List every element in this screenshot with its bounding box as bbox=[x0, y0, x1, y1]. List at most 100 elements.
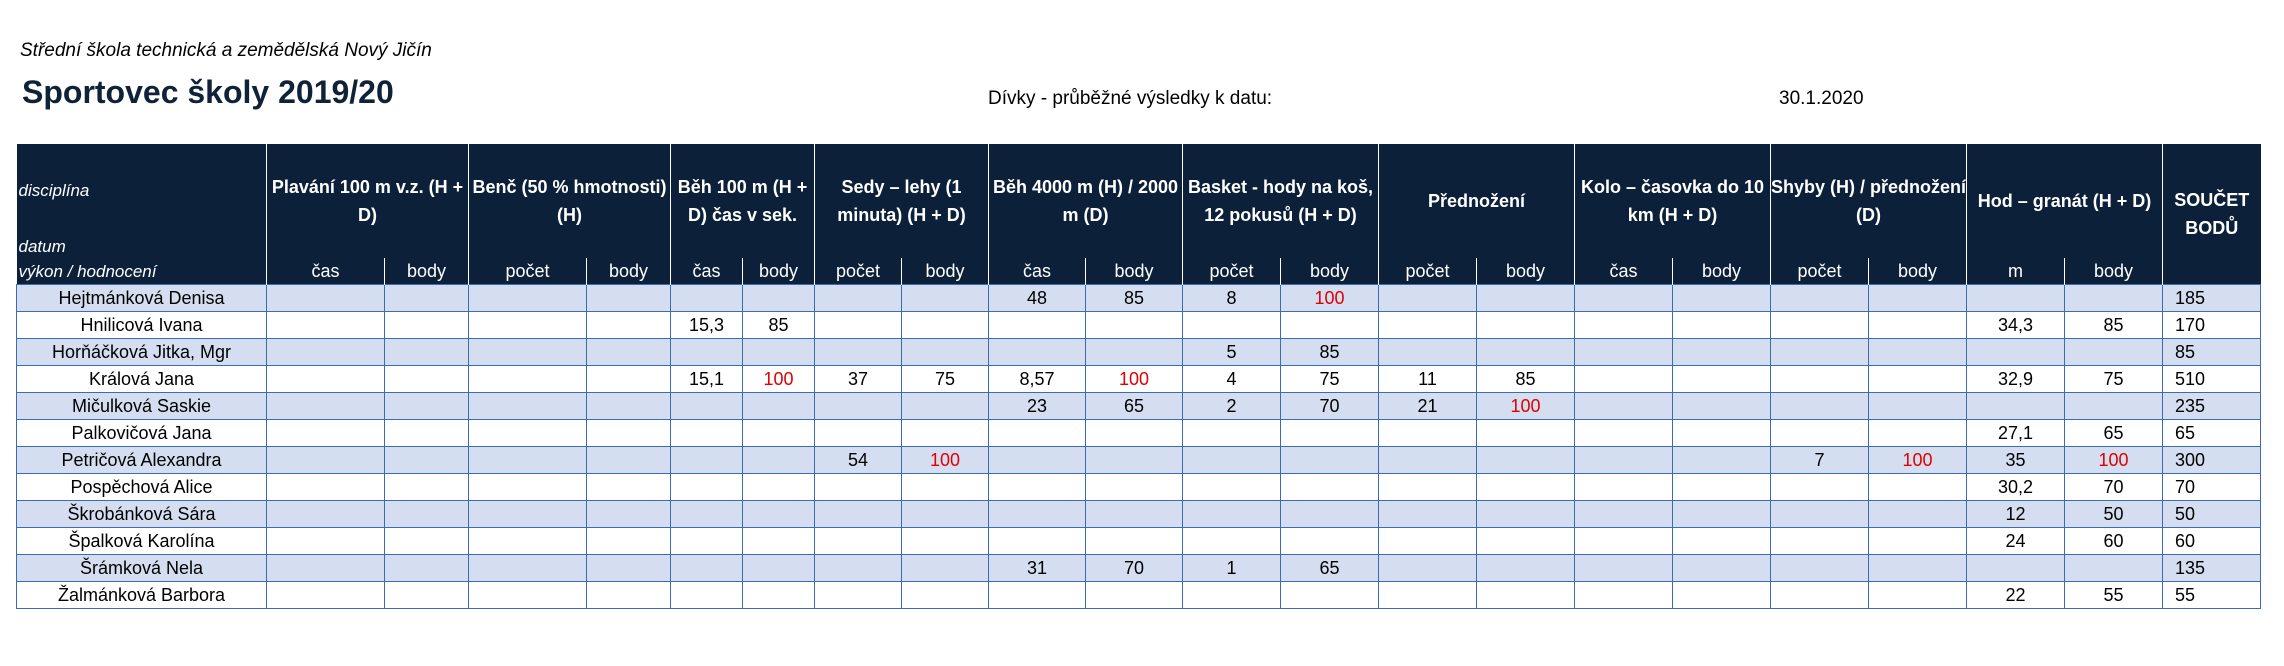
performance-cell bbox=[1574, 392, 1673, 420]
performance-cell bbox=[1770, 311, 1869, 339]
performance-cell: 15,3 bbox=[670, 311, 743, 339]
subheader-cell: počet bbox=[1770, 258, 1869, 285]
points-cell bbox=[1280, 311, 1379, 339]
table-row: Palkovičová Jana 27,1 65 65 bbox=[16, 419, 2261, 447]
performance-cell bbox=[1966, 284, 2065, 312]
points-cell: 65 bbox=[1280, 554, 1379, 582]
points-cell bbox=[901, 581, 989, 609]
performance-cell bbox=[1378, 338, 1477, 366]
results-date: 30.1.2020 bbox=[1779, 88, 1864, 109]
athlete-name: Pospěchová Alice bbox=[16, 473, 267, 501]
performance-cell: 48 bbox=[988, 284, 1086, 312]
points-cell: 85 bbox=[742, 311, 815, 339]
performance-cell bbox=[670, 419, 743, 447]
points-cell bbox=[1868, 365, 1967, 393]
points-cell bbox=[742, 500, 815, 528]
performance-cell bbox=[468, 392, 587, 420]
points-cell bbox=[1868, 392, 1967, 420]
points-cell bbox=[384, 473, 469, 501]
performance-cell bbox=[988, 311, 1086, 339]
results-table: disciplína datum výkon / hodnocení Plavá… bbox=[16, 144, 2261, 609]
performance-cell bbox=[1182, 446, 1281, 474]
performance-cell bbox=[670, 554, 743, 582]
points-cell: 65 bbox=[2064, 419, 2163, 447]
points-cell bbox=[1476, 527, 1575, 555]
points-cell bbox=[1280, 581, 1379, 609]
points-cell bbox=[586, 419, 671, 447]
points-cell bbox=[1868, 419, 1967, 447]
points-cell bbox=[586, 527, 671, 555]
performance-cell: 35 bbox=[1966, 446, 2065, 474]
table-row: Horňáčková Jitka, Mgr 5 85 85 bbox=[16, 338, 2261, 366]
performance-cell bbox=[814, 338, 902, 366]
points-cell bbox=[1672, 473, 1771, 501]
performance-cell bbox=[814, 554, 902, 582]
points-cell: 70 bbox=[1085, 554, 1183, 582]
points-cell bbox=[384, 581, 469, 609]
points-cell bbox=[586, 581, 671, 609]
discipline-header: Kolo – časovka do 10 km (H + D) bbox=[1574, 144, 1771, 258]
subheader-cell: počet bbox=[1182, 258, 1281, 285]
discipline-header: Běh 4000 m (H) / 2000 m (D) bbox=[988, 144, 1183, 258]
points-cell: 85 bbox=[2064, 311, 2163, 339]
subheader-cell: počet bbox=[468, 258, 587, 285]
performance-cell bbox=[266, 392, 385, 420]
performance-cell: 4 bbox=[1182, 365, 1281, 393]
athlete-name: Žalmánková Barbora bbox=[16, 581, 267, 609]
discipline-header: Basket - hody na koš, 12 pokusů (H + D) bbox=[1182, 144, 1379, 258]
athlete-name: Hejtmánková Denisa bbox=[16, 284, 267, 312]
performance-cell: 30,2 bbox=[1966, 473, 2065, 501]
points-cell bbox=[1672, 554, 1771, 582]
discipline-header: Plavání 100 m v.z. (H + D) bbox=[266, 144, 469, 258]
performance-cell bbox=[988, 581, 1086, 609]
points-cell bbox=[1280, 527, 1379, 555]
subheader-cell: body bbox=[1672, 258, 1771, 285]
points-cell bbox=[742, 392, 815, 420]
points-cell bbox=[1672, 581, 1771, 609]
performance-cell bbox=[988, 473, 1086, 501]
performance-cell bbox=[468, 527, 587, 555]
total-points-cell: 50 bbox=[2162, 500, 2261, 528]
points-cell bbox=[1868, 311, 1967, 339]
performance-cell bbox=[1378, 527, 1477, 555]
performance-cell bbox=[1182, 527, 1281, 555]
points-cell bbox=[1672, 365, 1771, 393]
points-cell bbox=[742, 284, 815, 312]
performance-cell bbox=[814, 284, 902, 312]
points-cell bbox=[901, 311, 989, 339]
performance-cell: 21 bbox=[1378, 392, 1477, 420]
points-cell bbox=[742, 527, 815, 555]
performance-cell bbox=[814, 527, 902, 555]
points-cell bbox=[1280, 419, 1379, 447]
performance-cell bbox=[468, 311, 587, 339]
performance-cell: 8 bbox=[1182, 284, 1281, 312]
points-cell: 75 bbox=[1280, 365, 1379, 393]
discipline-label: disciplína bbox=[18, 181, 90, 200]
points-cell: 75 bbox=[901, 365, 989, 393]
points-cell bbox=[1085, 581, 1183, 609]
subheader-cell: body bbox=[1280, 258, 1379, 285]
performance-cell bbox=[988, 419, 1086, 447]
points-cell bbox=[742, 473, 815, 501]
performance-cell bbox=[670, 581, 743, 609]
table-row: Králová Jana 15,1 100 37 75 8,57 100 4 75 11 85 32,… bbox=[16, 365, 2261, 393]
points-cell bbox=[384, 365, 469, 393]
points-cell: 60 bbox=[2064, 527, 2163, 555]
subheader-cell: body bbox=[901, 258, 989, 285]
performance-cell bbox=[1378, 284, 1477, 312]
performance-cell bbox=[670, 500, 743, 528]
performance-cell: 27,1 bbox=[1966, 419, 2065, 447]
performance-cell bbox=[1574, 500, 1673, 528]
points-cell bbox=[1476, 500, 1575, 528]
athlete-name: Králová Jana bbox=[16, 365, 267, 393]
performance-cell: 7 bbox=[1770, 446, 1869, 474]
performance-cell: 2 bbox=[1182, 392, 1281, 420]
points-cell bbox=[586, 365, 671, 393]
performance-cell: 1 bbox=[1182, 554, 1281, 582]
table-row: Mičulková Saskie 23 65 2 70 21 100 235 bbox=[16, 392, 2261, 420]
performance-cell bbox=[266, 473, 385, 501]
points-cell bbox=[742, 419, 815, 447]
performance-cell bbox=[1770, 365, 1869, 393]
page-title: Sportovec školy 2019/20 bbox=[22, 74, 394, 110]
subheader-cell: body bbox=[1085, 258, 1183, 285]
